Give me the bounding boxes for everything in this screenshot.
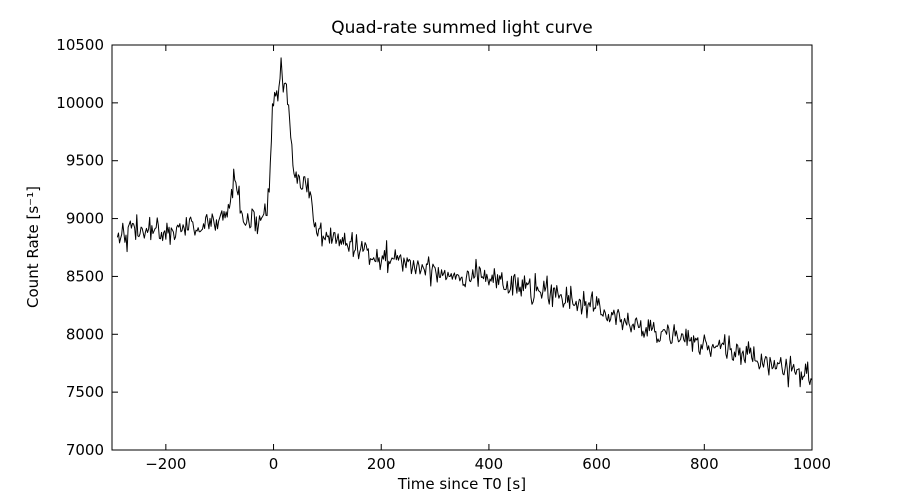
data-series-layer [116, 57, 812, 388]
chart-title: Quad-rate summed light curve [331, 18, 593, 38]
axes-frame [111, 44, 813, 451]
plot-frame [111, 44, 813, 451]
light-curve-line [116, 57, 812, 388]
y-axis-label: Count Rate [s⁻¹] [24, 186, 42, 308]
x-tick-label: 400 [475, 455, 504, 473]
x-tick-label: 600 [582, 455, 611, 473]
axis-tick-labels: −200 0 200 400 600 800 1000 7000 7500 8000 8500 900… [56, 36, 831, 473]
x-tick-label: 0 [269, 455, 279, 473]
y-tick-label: 7000 [66, 441, 104, 459]
y-tick-label: 9000 [66, 210, 104, 228]
y-tick-label: 7500 [66, 383, 104, 401]
x-tick-label: 1000 [793, 455, 831, 473]
y-tick-label: 10500 [56, 36, 104, 54]
y-tick-label: 8000 [66, 325, 104, 343]
x-tick-label: 800 [690, 455, 719, 473]
axis-ticks [112, 44, 813, 451]
x-tick-label: −200 [145, 455, 186, 473]
x-axis-label: Time since T0 [s] [397, 475, 526, 493]
y-tick-label: 10000 [56, 94, 104, 112]
y-tick-label: 8500 [66, 267, 104, 285]
y-tick-label: 9500 [66, 152, 104, 170]
x-tick-label: 200 [367, 455, 396, 473]
